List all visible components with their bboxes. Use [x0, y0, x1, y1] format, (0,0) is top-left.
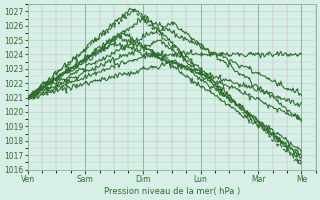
X-axis label: Pression niveau de la mer( hPa ): Pression niveau de la mer( hPa ) — [104, 187, 240, 196]
